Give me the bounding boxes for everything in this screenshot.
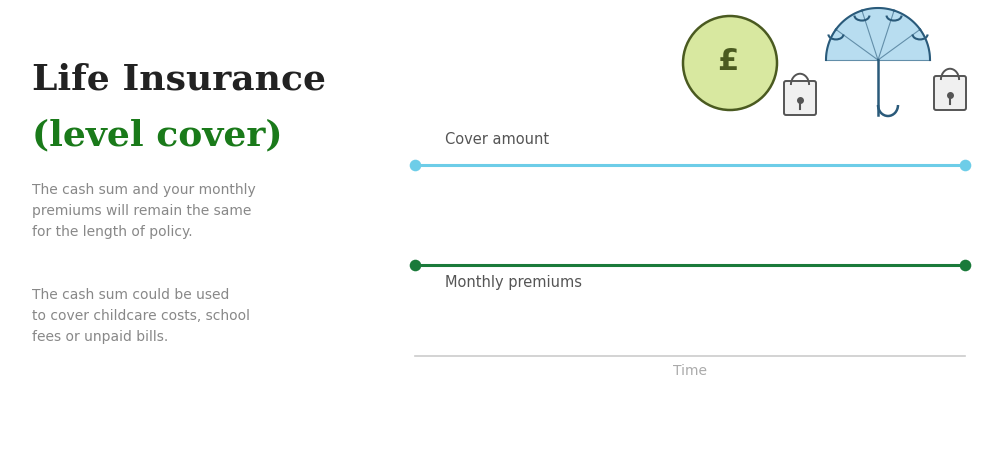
Text: The cash sum could be used
to cover childcare costs, school
fees or unpaid bills: The cash sum could be used to cover chil…	[32, 288, 250, 344]
Point	[957, 261, 973, 269]
Text: £: £	[717, 47, 739, 76]
Text: Monthly premiums: Monthly premiums	[445, 275, 582, 290]
Point	[407, 261, 423, 269]
FancyBboxPatch shape	[934, 76, 966, 110]
Point	[407, 162, 423, 169]
Point	[957, 162, 973, 169]
FancyBboxPatch shape	[784, 81, 816, 115]
Polygon shape	[826, 8, 930, 60]
Circle shape	[683, 16, 777, 110]
Text: (level cover): (level cover)	[32, 118, 283, 152]
Text: The cash sum and your monthly
premiums will remain the same
for the length of po: The cash sum and your monthly premiums w…	[32, 183, 256, 239]
Text: Life Insurance: Life Insurance	[32, 63, 326, 97]
Text: Cover amount: Cover amount	[445, 132, 549, 147]
Text: Time: Time	[673, 364, 707, 378]
